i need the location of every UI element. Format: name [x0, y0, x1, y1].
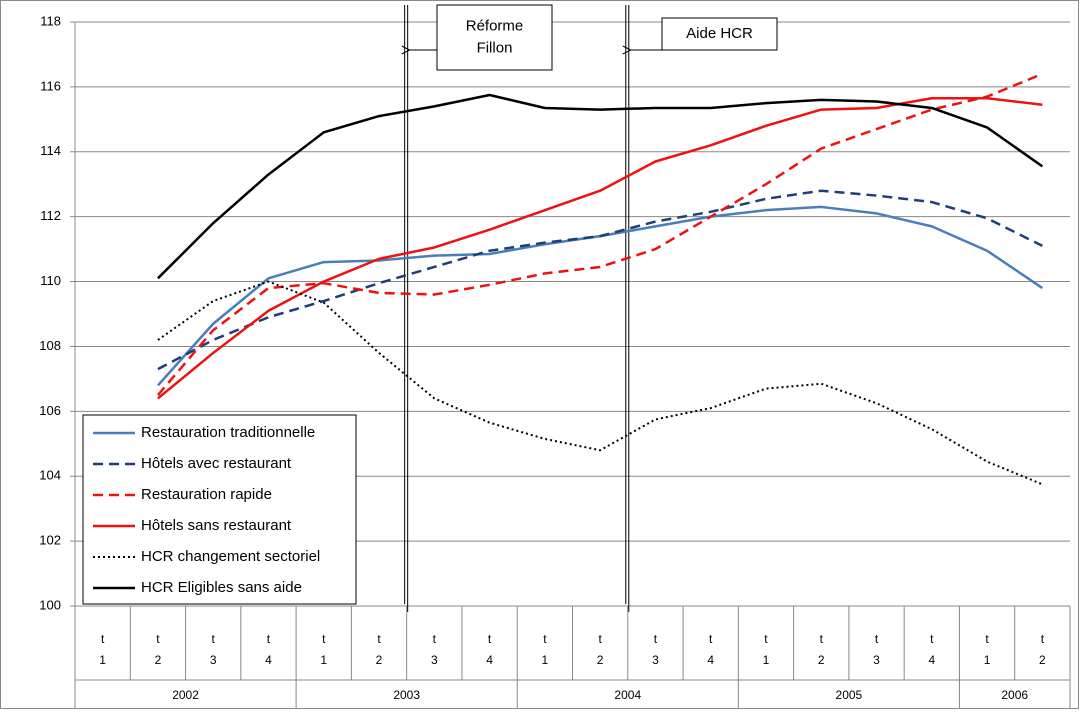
y-tick-label: 114: [40, 143, 61, 158]
x-tick-label: 2: [1039, 653, 1046, 667]
annotation-text: Fillon: [477, 39, 513, 56]
legend-label: Hôtels sans restaurant: [141, 517, 292, 534]
annotation-text: Réforme: [466, 17, 524, 34]
x-tick-label: 2: [597, 653, 604, 667]
y-tick-label: 104: [39, 468, 61, 483]
group-label: 2005: [836, 688, 863, 702]
y-tick-label: 106: [39, 403, 61, 418]
x-tick-label: 2: [376, 653, 383, 667]
x-tick-label: t: [543, 632, 547, 646]
legend-box: [82, 414, 357, 605]
y-tick-label: 100: [39, 597, 61, 612]
series-line: [156, 72, 1043, 396]
x-tick-label: t: [377, 632, 381, 646]
x-tick-label: t: [598, 632, 602, 646]
x-tick-label: t: [764, 632, 768, 646]
annotation-box: [661, 17, 778, 51]
x-tick-label: 1: [99, 653, 106, 667]
group-label: 2003: [393, 688, 420, 702]
y-tick-label: 112: [40, 208, 61, 223]
x-tick-label: t: [156, 632, 160, 646]
group-label: 2002: [172, 688, 199, 702]
x-tick-label: t: [267, 632, 271, 646]
x-tick-label: t: [1041, 632, 1045, 646]
x-tick-label: 1: [984, 653, 991, 667]
x-tick-label: 3: [652, 653, 659, 667]
x-tick-label: 1: [763, 653, 770, 667]
annotation-box: [436, 4, 553, 71]
x-tick-label: 2: [155, 653, 162, 667]
y-tick-label: 110: [40, 273, 61, 288]
legend-label: Restauration rapide: [141, 486, 272, 503]
x-tick-label: t: [820, 632, 824, 646]
legend-label: Restauration traditionnelle: [141, 424, 315, 441]
x-tick-label: 4: [265, 653, 272, 667]
x-tick-label: 3: [873, 653, 880, 667]
x-tick-label: 4: [486, 653, 493, 667]
x-tick-label: 3: [210, 653, 217, 667]
x-tick-label: 1: [320, 653, 327, 667]
x-tick-label: t: [930, 632, 934, 646]
y-tick-label: 108: [39, 338, 61, 353]
series-line: [157, 280, 1043, 486]
legend-label: HCR Eligibles sans aide: [141, 579, 302, 596]
series-line: [157, 93, 1044, 280]
group-label: 2004: [614, 688, 641, 702]
x-tick-label: t: [322, 632, 326, 646]
y-tick-label: 118: [40, 13, 61, 28]
legend-label: HCR changement sectoriel: [141, 548, 320, 565]
x-tick-label: t: [433, 632, 437, 646]
y-tick-label: 102: [39, 533, 61, 548]
legend-label: Hôtels avec restaurant: [141, 455, 292, 472]
x-tick-label: t: [985, 632, 989, 646]
x-tick-label: t: [488, 632, 492, 646]
x-tick-label: t: [101, 632, 105, 646]
x-tick-label: t: [709, 632, 713, 646]
x-tick-label: 3: [431, 653, 438, 667]
group-label: 2006: [1001, 688, 1028, 702]
x-tick-label: 4: [707, 653, 714, 667]
x-tick-label: 4: [928, 653, 935, 667]
x-tick-label: 1: [542, 653, 549, 667]
series-line: [157, 189, 1043, 371]
annotation-text: Aide HCR: [686, 25, 753, 42]
x-tick-label: 2: [818, 653, 825, 667]
x-tick-label: t: [875, 632, 879, 646]
x-tick-label: t: [212, 632, 216, 646]
x-tick-label: t: [654, 632, 658, 646]
y-tick-label: 116: [40, 78, 61, 93]
